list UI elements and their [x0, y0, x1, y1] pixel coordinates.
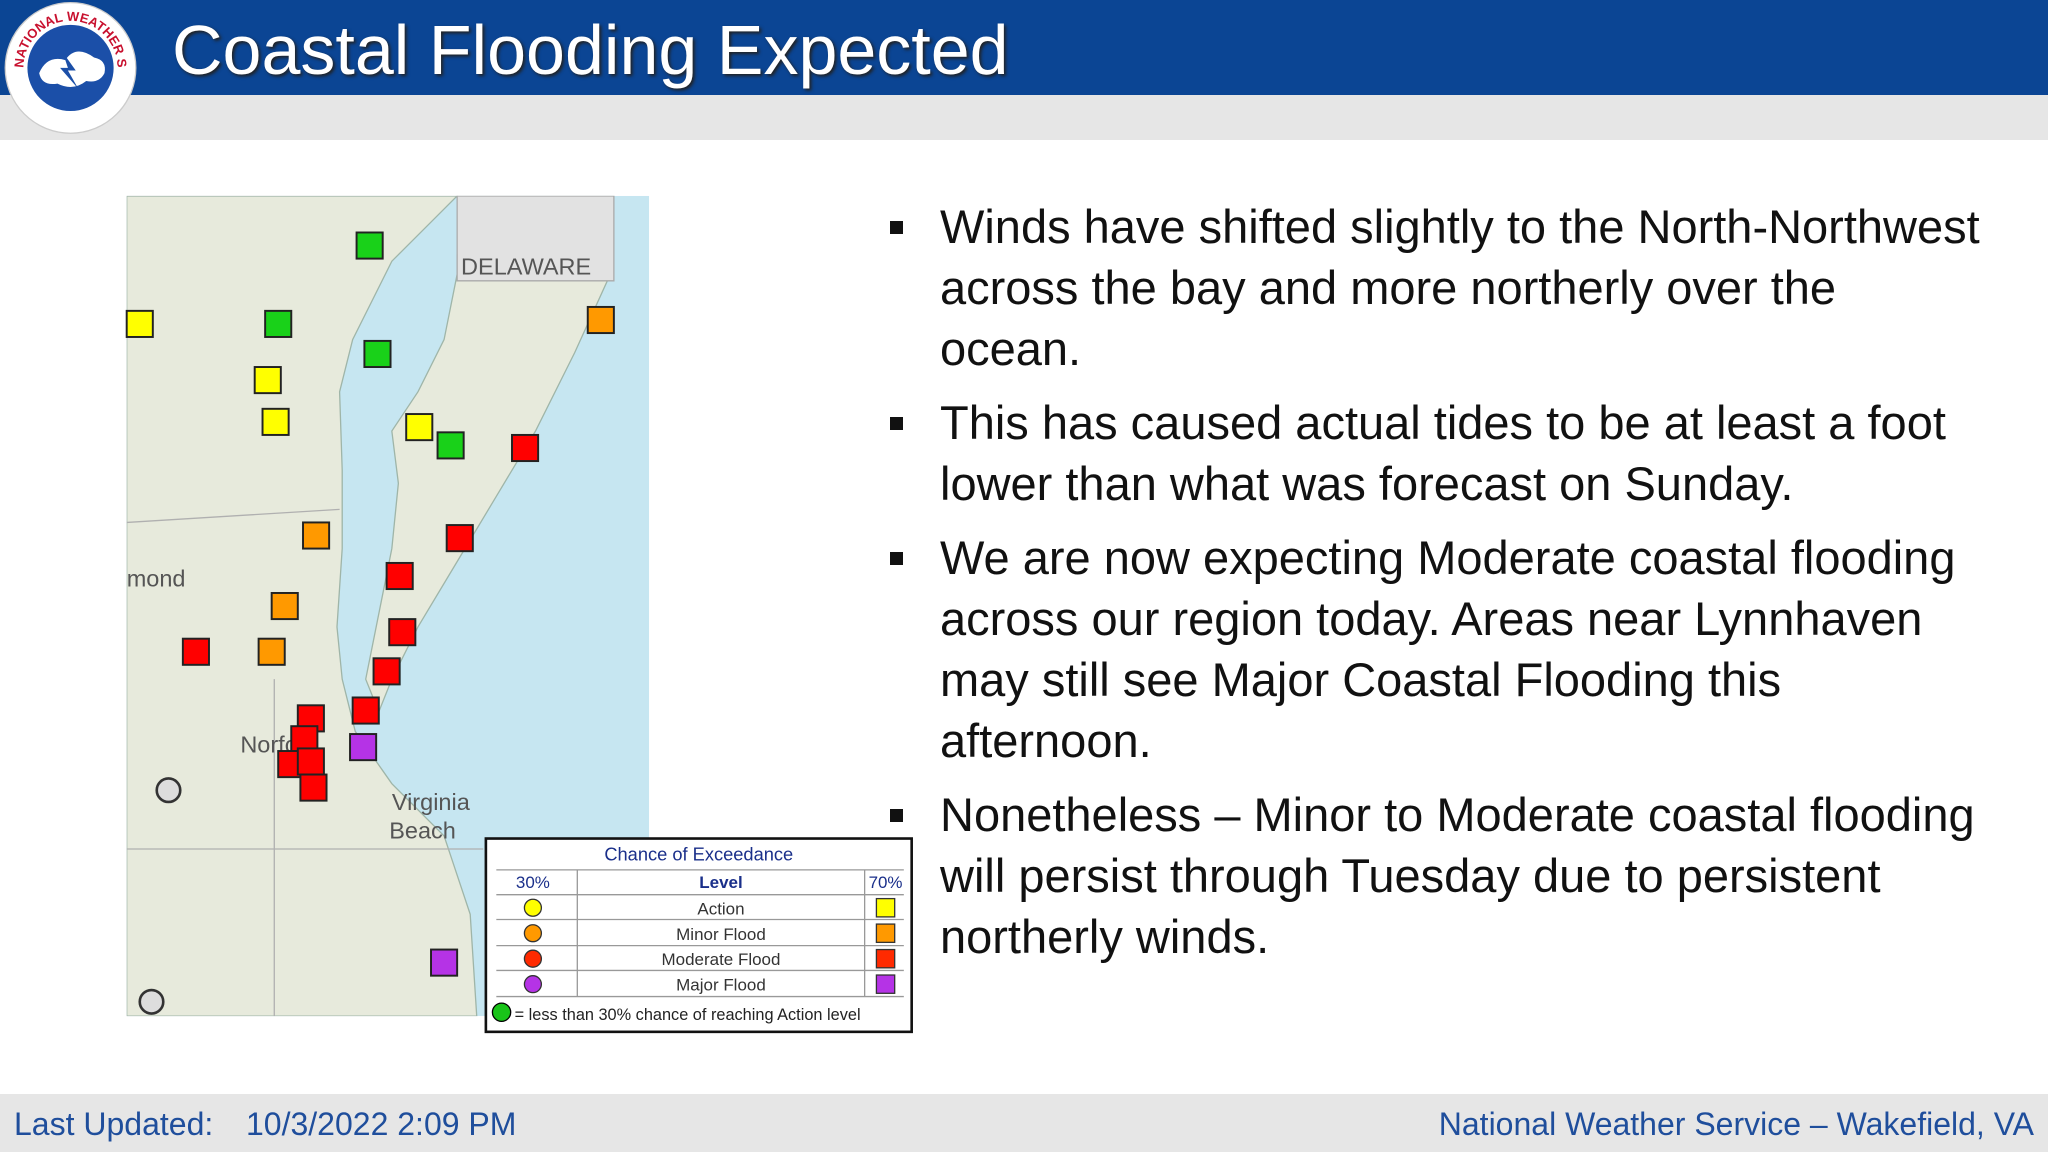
- legend-level: Action: [697, 899, 744, 918]
- station-marker: [445, 524, 474, 553]
- legend-circle: [523, 924, 543, 943]
- station-marker: [430, 948, 459, 977]
- legend-level: Moderate Flood: [662, 950, 781, 969]
- legend-square: [875, 897, 896, 918]
- legend-header: 30%: [516, 873, 550, 892]
- footer-office: National Weather Service – Wakefield, VA: [1438, 1106, 2034, 1142]
- legend-circle: [523, 949, 543, 968]
- legend-level: Major Flood: [676, 976, 766, 995]
- footer-date: 10/3/2022 2:09 PM: [246, 1106, 517, 1142]
- station-markers: [125, 231, 615, 1015]
- station-marker: [257, 637, 286, 666]
- map-labels: DELAWARE mond Norfolk Virginia Beach: [127, 253, 592, 843]
- bullet: Winds have shifted slightly to the North…: [880, 196, 1990, 379]
- station-marker: [261, 407, 290, 436]
- station-marker: [349, 733, 378, 762]
- legend-square: [875, 948, 896, 969]
- bullet-list: Winds have shifted slightly to the North…: [880, 196, 1990, 980]
- legend-circle: [523, 898, 543, 917]
- station-marker: [436, 431, 465, 460]
- station-marker: [181, 637, 210, 666]
- station-marker: [253, 366, 282, 395]
- legend-circle: [523, 975, 543, 994]
- legend: Chance of Exceedance 30% Level 70% Actio…: [484, 837, 913, 1034]
- station-marker: [405, 413, 434, 442]
- bullet: This has caused actual tides to be at le…: [880, 392, 1990, 514]
- legend-header: 70%: [869, 873, 903, 892]
- station-marker: [511, 433, 540, 463]
- slide-title: Coastal Flooding Expected: [172, 11, 1009, 89]
- bullet: We are now expecting Moderate coastal fl…: [880, 527, 1990, 771]
- gauge-marker: [155, 777, 182, 804]
- station-marker: [385, 561, 414, 591]
- legend-note: = less than 30% chance of reaching Actio…: [515, 1006, 861, 1024]
- map-label: Beach: [389, 818, 456, 844]
- legend-square: [875, 923, 896, 944]
- map-label: Virginia: [392, 789, 471, 815]
- station-marker: [351, 696, 380, 725]
- gauge-marker: [138, 988, 165, 1015]
- station-marker: [372, 657, 401, 686]
- station-marker: [388, 618, 417, 647]
- legend-square: [875, 974, 896, 994]
- station-marker: [125, 309, 154, 338]
- header-band: [0, 95, 2048, 140]
- header-bar: [0, 0, 2048, 95]
- map-label: mond: [127, 565, 186, 591]
- footer-bar: [0, 1094, 2048, 1152]
- station-marker: [355, 231, 384, 260]
- station-marker: [302, 521, 331, 550]
- map-label: DELAWARE: [461, 253, 591, 279]
- station-marker: [264, 309, 293, 338]
- station-marker: [363, 339, 392, 368]
- station-marker: [270, 592, 299, 621]
- legend-header: Level: [699, 873, 742, 892]
- legend-level: Minor Flood: [676, 925, 766, 944]
- bullet: Nonetheless – Minor to Moderate coastal …: [880, 784, 1990, 967]
- logo: NATIONAL WEATHER SERVICE: [0, 0, 137, 134]
- legend-title: Chance of Exceedance: [604, 844, 793, 865]
- station-marker: [296, 747, 325, 776]
- station-marker: [299, 773, 328, 802]
- footer-label: Last Updated:: [14, 1106, 214, 1142]
- station-marker: [586, 305, 615, 335]
